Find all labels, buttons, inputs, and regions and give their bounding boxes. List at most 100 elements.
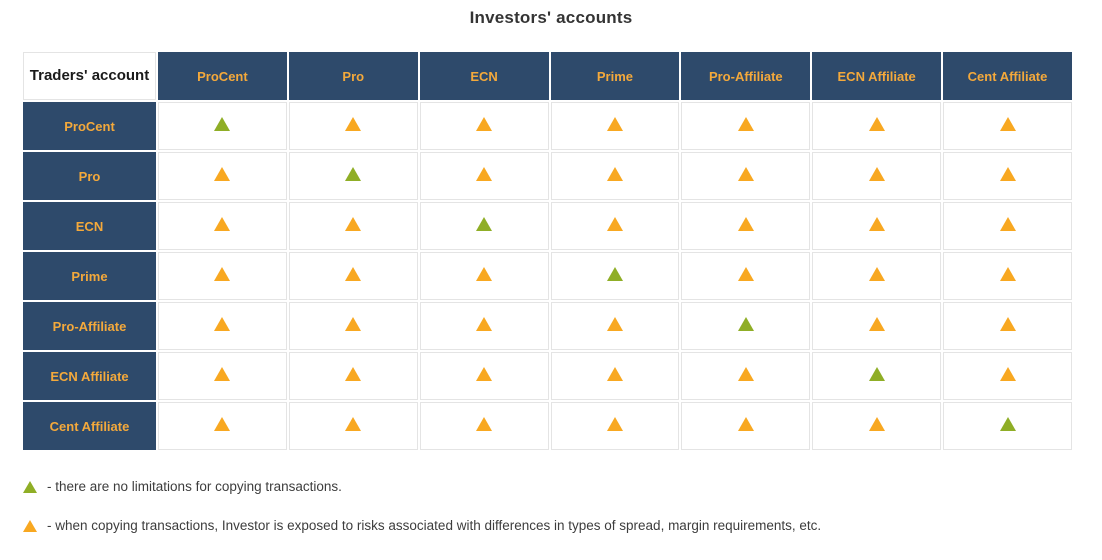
- matrix-cell: [943, 352, 1072, 400]
- orange-triangle-icon: [214, 266, 231, 281]
- matrix-cell: [419, 302, 549, 350]
- orange-triangle-icon: [999, 366, 1016, 381]
- legend: - there are no limitations for copying t…: [23, 479, 1102, 533]
- orange-triangle-icon: [345, 366, 362, 381]
- orange-triangle-icon: [345, 316, 362, 331]
- legend-item: - there are no limitations for copying t…: [23, 479, 1102, 494]
- orange-triangle-icon: [214, 316, 231, 331]
- legend-item-text: - there are no limitations for copying t…: [47, 479, 342, 494]
- accounts-matrix-table: Traders' account ProCent Pro ECN Prime Pro-A…: [21, 50, 1074, 452]
- matrix-cell: [812, 252, 942, 300]
- orange-triangle-icon: [606, 216, 623, 231]
- matrix-cell: [550, 252, 680, 300]
- orange-triangle-icon: [476, 416, 493, 431]
- matrix-cell: [943, 102, 1072, 150]
- matrix-cell: [288, 302, 418, 350]
- matrix-cell: [419, 202, 549, 250]
- matrix-body: ProCent Pro ECN Prime Pro-Affiliate ECN Affil…: [23, 102, 1072, 450]
- orange-triangle-icon: [737, 366, 754, 381]
- column-header-ecn: ECN: [419, 52, 549, 100]
- row-header-procent: ProCent: [23, 102, 156, 150]
- matrix-cell: [812, 352, 942, 400]
- matrix-cell: [550, 402, 680, 450]
- matrix-cell: [419, 152, 549, 200]
- orange-triangle-icon: [476, 116, 493, 131]
- orange-triangle-icon: [345, 116, 362, 131]
- orange-triangle-icon: [476, 316, 493, 331]
- traders-account-corner-cell: Traders' account: [23, 52, 156, 100]
- matrix-cell: [158, 102, 287, 150]
- orange-triangle-icon: [868, 416, 885, 431]
- green-triangle-icon: [868, 366, 885, 381]
- table-row: Pro: [23, 152, 1072, 200]
- matrix-cell: [550, 202, 680, 250]
- orange-triangle-icon: [737, 166, 754, 181]
- green-triangle-icon: [476, 216, 493, 231]
- orange-triangle-icon: [23, 519, 37, 532]
- matrix-cell: [419, 402, 549, 450]
- table-row: Cent Affiliate: [23, 402, 1072, 450]
- orange-triangle-icon: [476, 266, 493, 281]
- orange-triangle-icon: [868, 266, 885, 281]
- matrix-cell: [681, 352, 811, 400]
- matrix-cell: [288, 152, 418, 200]
- orange-triangle-icon: [737, 416, 754, 431]
- orange-triangle-icon: [214, 166, 231, 181]
- orange-triangle-icon: [999, 116, 1016, 131]
- matrix-cell: [158, 202, 287, 250]
- orange-triangle-icon: [737, 216, 754, 231]
- row-header-pro: Pro: [23, 152, 156, 200]
- orange-triangle-icon: [345, 416, 362, 431]
- green-triangle-icon: [999, 416, 1016, 431]
- matrix-cell: [681, 252, 811, 300]
- column-header-pro: Pro: [288, 52, 418, 100]
- matrix-cell: [681, 302, 811, 350]
- orange-triangle-icon: [999, 166, 1016, 181]
- matrix-cell: [943, 152, 1072, 200]
- matrix-cell: [943, 252, 1072, 300]
- matrix-cell: [288, 402, 418, 450]
- matrix-cell: [288, 252, 418, 300]
- matrix-cell: [288, 352, 418, 400]
- matrix-cell: [812, 152, 942, 200]
- row-header-cent-affiliate: Cent Affiliate: [23, 402, 156, 450]
- row-header-ecn: ECN: [23, 202, 156, 250]
- matrix-cell: [681, 402, 811, 450]
- orange-triangle-icon: [999, 266, 1016, 281]
- matrix-cell: [812, 302, 942, 350]
- column-header-procent: ProCent: [158, 52, 287, 100]
- orange-triangle-icon: [868, 166, 885, 181]
- column-header-pro-affiliate: Pro-Affiliate: [681, 52, 811, 100]
- matrix-cell: [158, 402, 287, 450]
- legend-item: - when copying transactions, Investor is…: [23, 518, 1102, 533]
- matrix-cell: [419, 352, 549, 400]
- table-row: Pro-Affiliate: [23, 302, 1072, 350]
- orange-triangle-icon: [345, 216, 362, 231]
- matrix-cell: [288, 102, 418, 150]
- legend-item-text: - when copying transactions, Investor is…: [47, 518, 822, 533]
- matrix-cell: [158, 152, 287, 200]
- orange-triangle-icon: [606, 166, 623, 181]
- orange-triangle-icon: [606, 416, 623, 431]
- row-header-pro-affiliate: Pro-Affiliate: [23, 302, 156, 350]
- header-row: Traders' account ProCent Pro ECN Prime Pro-A…: [23, 52, 1072, 100]
- orange-triangle-icon: [606, 116, 623, 131]
- green-triangle-icon: [214, 116, 231, 131]
- orange-triangle-icon: [214, 416, 231, 431]
- orange-triangle-icon: [868, 316, 885, 331]
- table-row: Prime: [23, 252, 1072, 300]
- orange-triangle-icon: [476, 366, 493, 381]
- matrix-cell: [550, 302, 680, 350]
- orange-triangle-icon: [737, 266, 754, 281]
- matrix-cell: [158, 302, 287, 350]
- orange-triangle-icon: [345, 266, 362, 281]
- matrix-cell: [158, 352, 287, 400]
- column-header-cent-affiliate: Cent Affiliate: [943, 52, 1072, 100]
- table-row: ProCent: [23, 102, 1072, 150]
- matrix-cell: [812, 202, 942, 250]
- table-row: ECN: [23, 202, 1072, 250]
- matrix-cell: [681, 202, 811, 250]
- orange-triangle-icon: [999, 216, 1016, 231]
- column-header-prime: Prime: [550, 52, 680, 100]
- green-triangle-icon: [23, 480, 37, 493]
